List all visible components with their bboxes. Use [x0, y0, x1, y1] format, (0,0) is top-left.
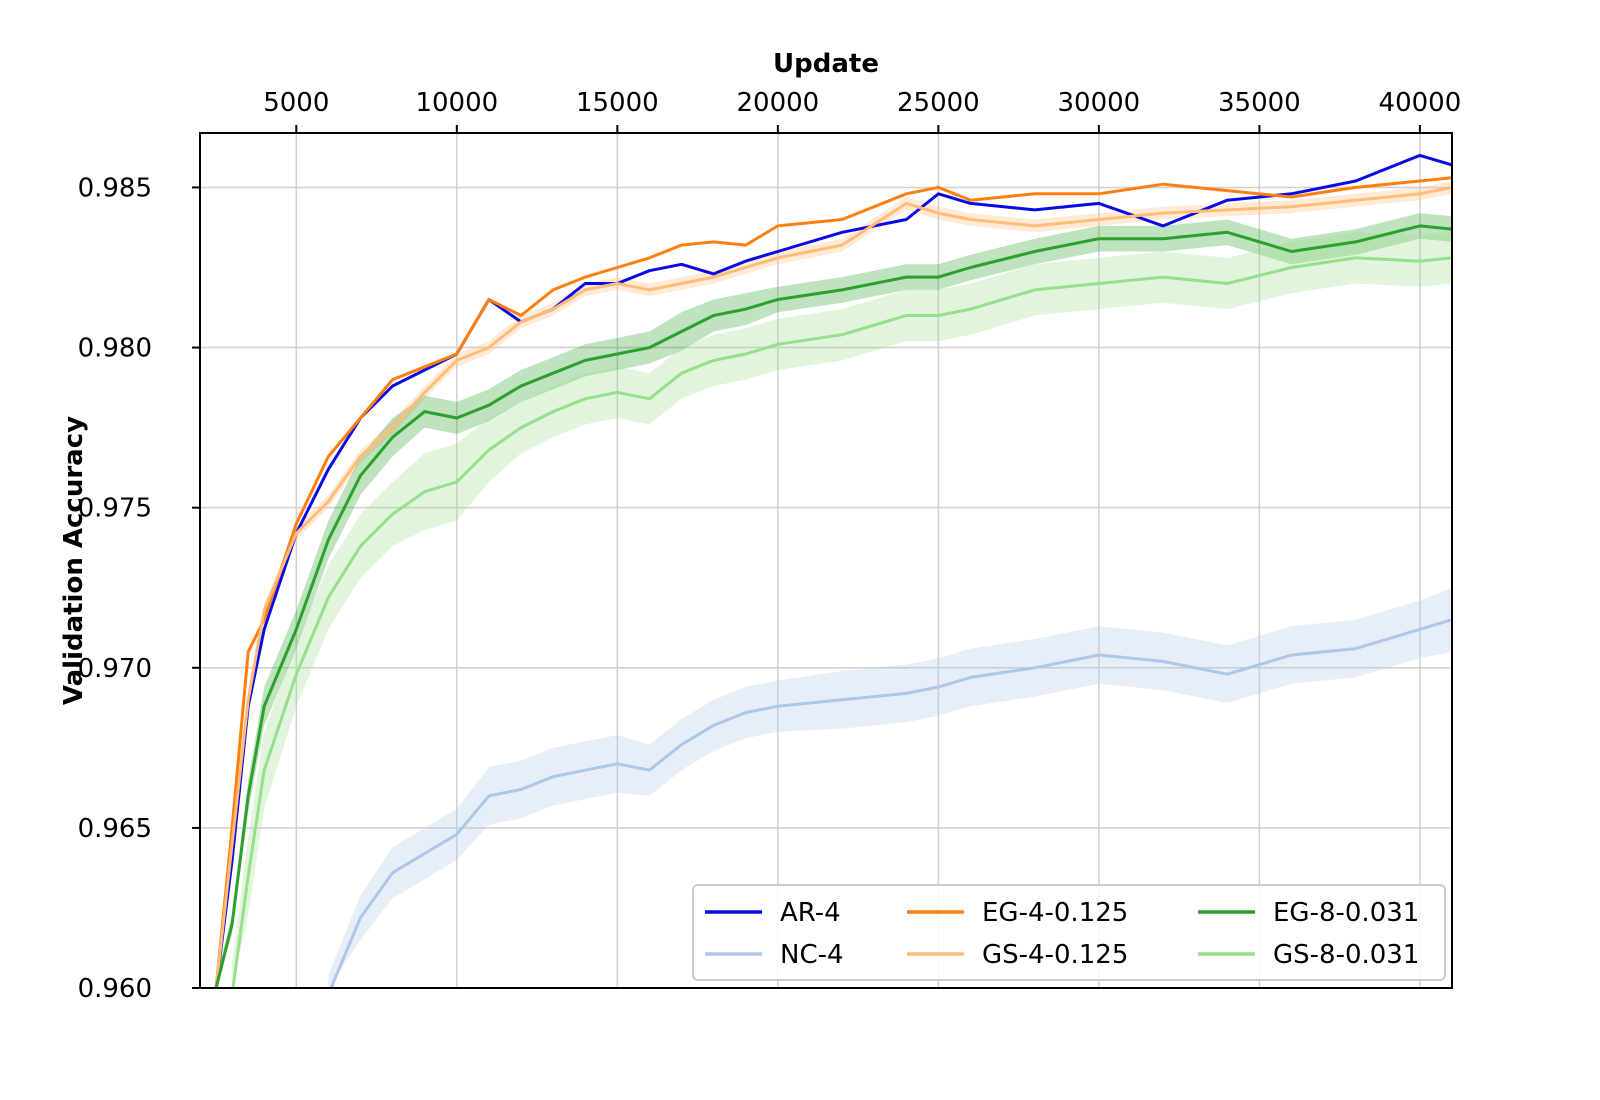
- legend-label-eg-4-0-125: EG-4-0.125: [982, 898, 1128, 928]
- x-axis-title: Update: [773, 49, 879, 79]
- y-tick-label: 0.960: [78, 974, 152, 1004]
- x-tick-label: 25000: [897, 88, 980, 118]
- x-tick-label: 5000: [263, 88, 329, 118]
- series-lines: [214, 153, 1452, 988]
- legend-label-gs-4-0-125: GS-4-0.125: [982, 940, 1128, 970]
- line-eg-8-0-031: [214, 224, 1452, 988]
- line-gs-8-0-031: [231, 256, 1452, 988]
- band-nc-4: [328, 587, 1452, 988]
- legend-label-nc-4: NC-4: [780, 940, 844, 970]
- legend: AR-4 NC-4 EG-4-0.125 GS-4-0.125 EG-8-0.031 GS…: [692, 884, 1446, 981]
- y-axis-title: Validation Accuracy: [59, 416, 89, 705]
- x-tick-label: 40000: [1379, 88, 1462, 118]
- y-tick-label: 0.980: [78, 334, 152, 364]
- legend-label-ar-4: AR-4: [780, 898, 841, 928]
- line-eg-4-0-125: [214, 176, 1452, 988]
- y-tick-label: 0.965: [78, 814, 152, 844]
- axis-ticks: 5000 10000 15000 20000 25000 30000 35000 40000 0…: [78, 88, 1462, 1004]
- line-nc-4: [329, 618, 1452, 988]
- legend-label-gs-8-0-031: GS-8-0.031: [1273, 940, 1419, 970]
- legend-label-eg-8-0-031: EG-8-0.031: [1273, 898, 1419, 928]
- x-tick-label: 10000: [415, 88, 498, 118]
- y-tick-label: 0.970: [78, 654, 152, 684]
- x-tick-label: 20000: [736, 88, 819, 118]
- y-tick-label: 0.985: [78, 173, 152, 203]
- grid: [200, 133, 1452, 989]
- legend-box: [692, 884, 1446, 981]
- x-tick-label: 30000: [1058, 88, 1141, 118]
- y-tick-label: 0.975: [78, 494, 152, 524]
- plot-frame: [199, 132, 1453, 989]
- x-tick-label: 15000: [576, 88, 659, 118]
- x-tick-label: 35000: [1218, 88, 1301, 118]
- line-ar-4: [214, 153, 1452, 988]
- line-gs-4-0-125: [214, 185, 1452, 988]
